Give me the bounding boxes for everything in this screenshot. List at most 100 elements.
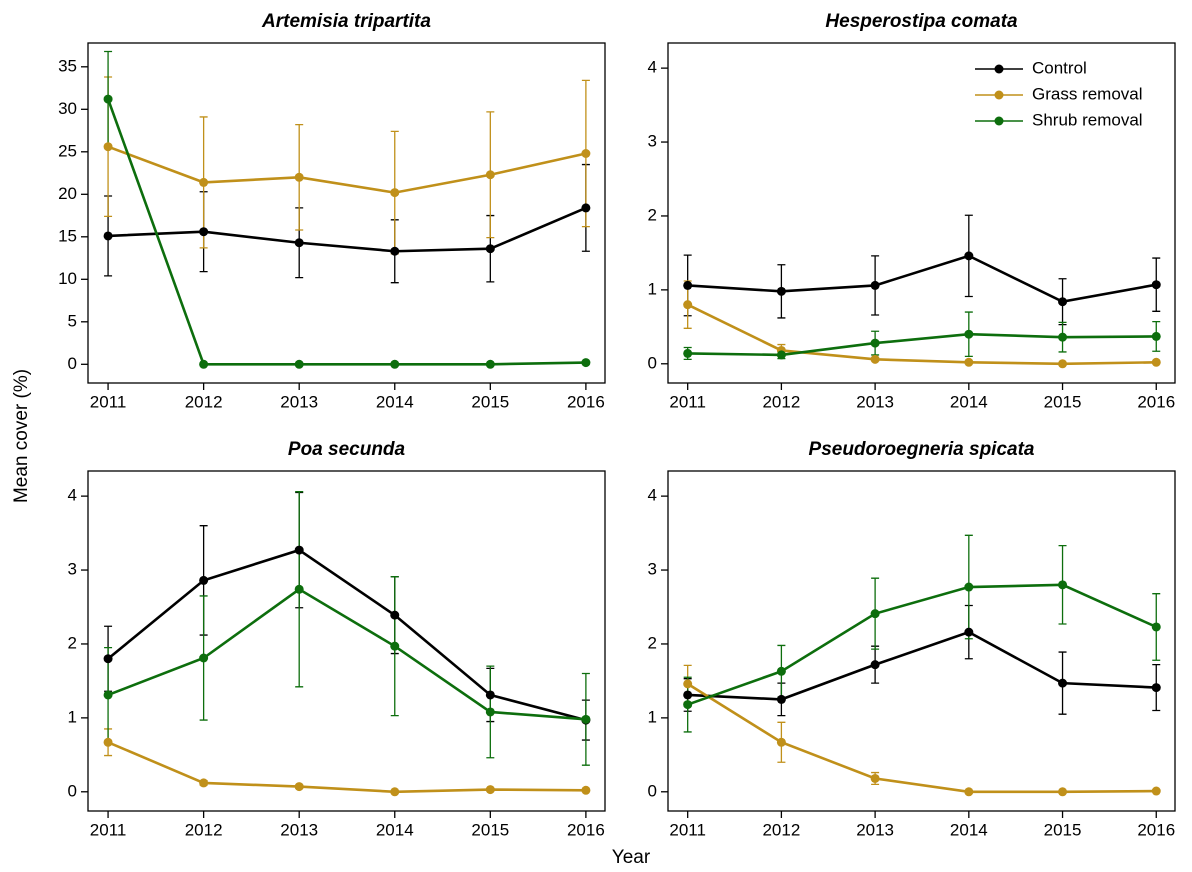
y-tick-label: 2 (648, 633, 657, 652)
point (776, 737, 786, 747)
x-tick-label: 2013 (856, 392, 894, 411)
point (683, 690, 693, 700)
point (1058, 332, 1068, 342)
point (485, 690, 495, 700)
y-tick-label: 0 (68, 354, 77, 373)
x-tick-label: 2016 (1137, 820, 1175, 839)
x-tick-label: 2013 (280, 820, 318, 839)
x-tick-label: 2014 (950, 392, 988, 411)
series-line (108, 206, 587, 253)
point (1151, 280, 1161, 290)
point (485, 359, 495, 369)
point (390, 246, 400, 256)
point (683, 300, 693, 310)
series-line (107, 741, 586, 794)
y-tick-label: 35 (58, 56, 77, 75)
point (103, 654, 113, 664)
plot-frame (87, 470, 606, 812)
point (683, 348, 693, 358)
y-tick-label: 3 (648, 132, 657, 151)
point (390, 787, 400, 797)
panel-title: Hesperostipa comata (825, 11, 1018, 32)
plot-frame (667, 470, 1176, 812)
panel-title: Poa secunda (288, 439, 406, 460)
point (199, 778, 209, 788)
panel-title: Artemisia tripartita (261, 11, 431, 32)
series-line (686, 682, 1157, 794)
x-tick-label: 2011 (90, 820, 127, 839)
point (199, 359, 209, 369)
point (485, 170, 495, 180)
point (103, 142, 113, 152)
point (870, 280, 880, 290)
point (581, 203, 591, 213)
point (776, 666, 786, 676)
point (103, 231, 113, 241)
point (1058, 359, 1068, 369)
plot-frame (87, 42, 606, 384)
series-line (687, 332, 1157, 357)
x-tick-label: 2015 (471, 392, 509, 411)
x-tick-label: 2012 (762, 820, 800, 839)
point (1151, 357, 1161, 367)
x-tick-label: 2013 (856, 820, 894, 839)
point (870, 354, 880, 364)
point (199, 575, 209, 585)
point (581, 149, 591, 158)
point (485, 785, 495, 795)
point (964, 357, 974, 367)
point (1058, 787, 1068, 797)
point (581, 785, 591, 795)
point (683, 679, 693, 689)
point (964, 329, 974, 339)
point (870, 773, 880, 783)
y-tick-label: 15 (58, 226, 77, 245)
point (1151, 786, 1161, 796)
x-axis-label: Year (612, 847, 651, 868)
x-tick-label: 2015 (471, 820, 509, 839)
point (199, 653, 209, 663)
point (776, 350, 786, 360)
point (103, 690, 113, 700)
legend-label: Shrub removal (1032, 110, 1143, 129)
y-tick-label: 0 (648, 353, 657, 372)
point (776, 286, 786, 296)
point (390, 610, 400, 620)
series-line (107, 548, 587, 722)
point (294, 545, 304, 555)
series-line (687, 254, 1157, 304)
point (294, 172, 304, 182)
x-tick-label: 2013 (280, 392, 318, 411)
point (683, 700, 693, 710)
x-tick-label: 2015 (1044, 392, 1082, 411)
x-tick-label: 2011 (669, 392, 706, 411)
point (294, 238, 304, 248)
point (1058, 678, 1068, 688)
legend-point (994, 116, 1004, 126)
y-tick-label: 1 (648, 707, 657, 726)
point (294, 359, 304, 369)
y-tick-label: 1 (68, 707, 77, 726)
y-tick-label: 0 (68, 781, 77, 800)
x-tick-label: 2016 (1137, 392, 1175, 411)
legend-label: Grass removal (1032, 84, 1143, 103)
legend-point (994, 64, 1004, 74)
point (1151, 683, 1161, 693)
point (485, 244, 495, 254)
point (964, 627, 974, 637)
y-tick-label: 0 (648, 781, 657, 800)
series-line (687, 583, 1157, 706)
legend-point (994, 90, 1004, 100)
point (581, 358, 591, 368)
point (485, 707, 495, 717)
y-axis-label: Mean cover (%) (11, 369, 32, 503)
y-tick-label: 5 (68, 311, 77, 330)
series-line (107, 145, 587, 194)
panel-title: Pseudoroegneria spicata (809, 439, 1035, 460)
legend-label: Control (1032, 58, 1087, 77)
point (964, 582, 974, 592)
point (103, 94, 113, 104)
point (103, 737, 113, 747)
point (199, 177, 209, 187)
